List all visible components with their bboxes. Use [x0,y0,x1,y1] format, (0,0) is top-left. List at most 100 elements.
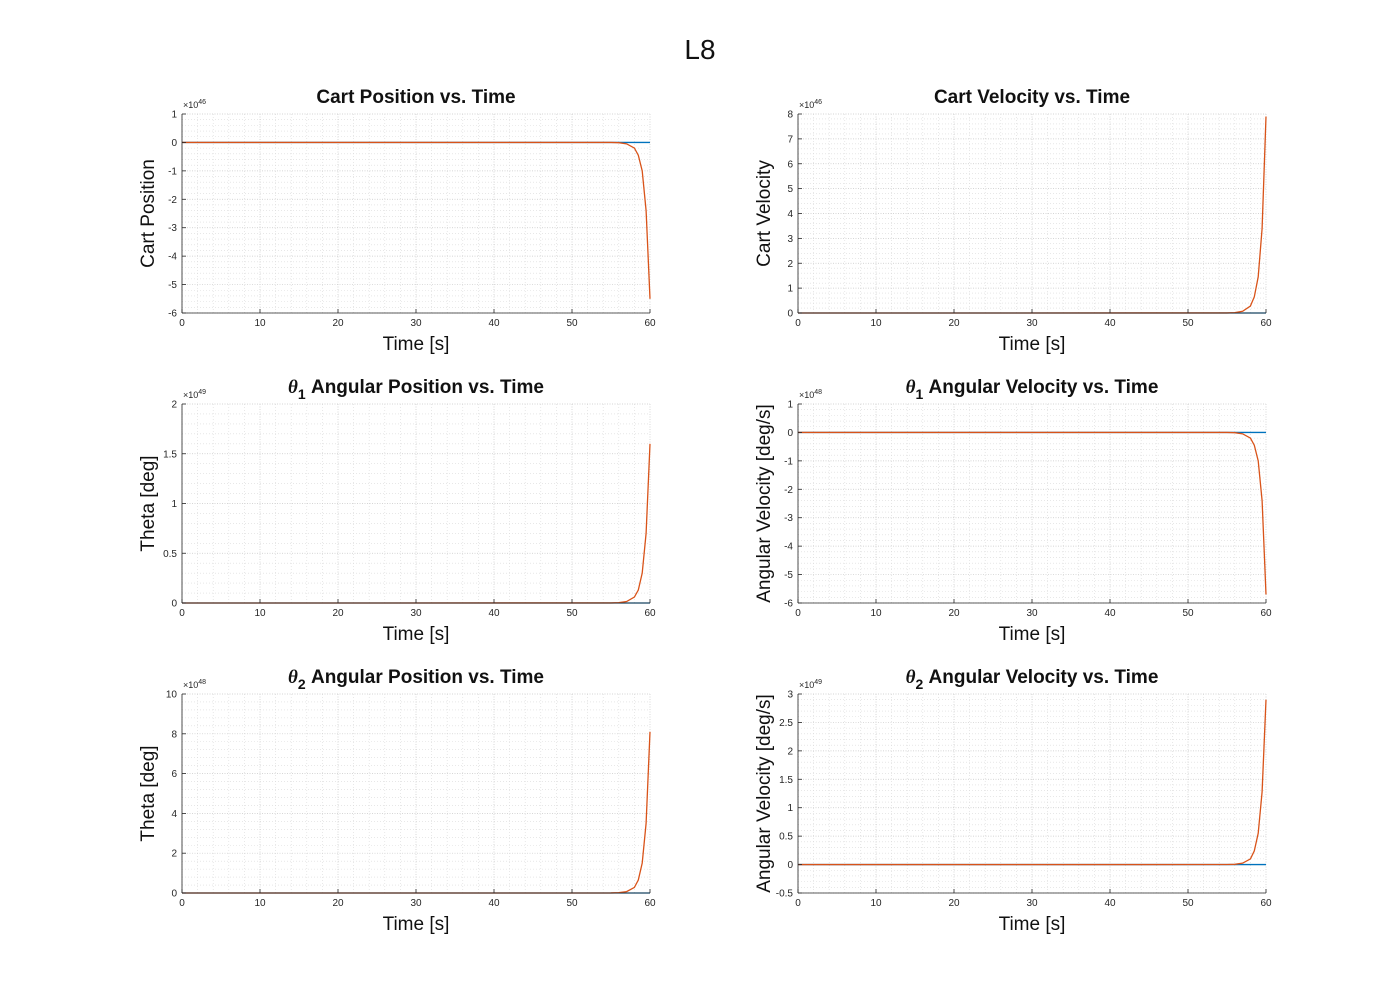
y-tick-label: -3 [168,223,177,234]
y-tick-label: 1.5 [779,775,793,786]
x-tick-label: 0 [179,898,185,909]
x-tick-label: 50 [1182,898,1194,909]
y-exponent-label: ×1049 [183,389,206,400]
y-tick-label: 0.5 [163,549,177,560]
figure-title: L8 [684,34,716,65]
y-tick-label: 8 [171,729,177,740]
minor-grid [798,694,1266,893]
subplot-title: θ1 Angular Position vs. Time [288,377,544,402]
y-exponent-label: ×1048 [799,389,822,400]
y-tick-label: 0 [171,599,177,610]
x-axis-label: Time [s] [383,334,450,355]
x-tick-label: 10 [254,898,266,909]
x-axis-label: Time [s] [999,334,1066,355]
y-axis-label: Cart Position [138,159,159,268]
y-tick-label: 4 [787,209,793,220]
y-tick-label: -2 [168,195,177,206]
y-tick-label: 2 [787,259,793,270]
x-tick-label: 30 [410,898,422,909]
y-tick-label: 0 [787,309,793,320]
y-tick-label: 0 [787,860,793,871]
y-tick-label: 2 [787,746,793,757]
y-axis-label: Angular Velocity [deg/s] [754,404,775,603]
y-tick-label: 1 [787,400,793,411]
x-tick-label: 60 [644,898,656,909]
y-tick-label: -3 [784,513,793,524]
y-axis-label: Cart Velocity [754,160,775,267]
major-grid [797,403,1267,604]
x-tick-label: 30 [1026,898,1038,909]
y-tick-label: 5 [787,184,793,195]
y-tick-label: -6 [784,599,793,610]
y-exponent-label: ×1046 [799,99,822,110]
x-tick-label: 50 [1182,608,1194,619]
y-tick-label: 1 [787,284,793,295]
y-tick-label: 3 [787,690,793,701]
y-tick-label: 0 [171,138,177,149]
y-tick-label: 2 [171,849,177,860]
x-tick-label: 20 [332,318,344,329]
x-tick-label: 10 [870,898,882,909]
y-exponent-label: ×1049 [799,679,822,690]
y-tick-label: 1 [787,803,793,814]
x-tick-label: 40 [1104,318,1116,329]
minor-grid [182,694,650,893]
y-tick-label: -0.5 [776,889,794,900]
x-tick-label: 50 [566,898,578,909]
x-tick-label: 10 [254,608,266,619]
y-tick-label: 8 [787,110,793,121]
y-exponent-label: ×1046 [183,99,206,110]
x-tick-label: 20 [948,898,960,909]
y-tick-label: 6 [787,159,793,170]
subplot-title: θ1 Angular Velocity vs. Time [906,377,1159,402]
series-line-2 [797,699,1267,866]
y-tick-label: 0.5 [779,832,793,843]
x-tick-label: 30 [410,318,422,329]
y-tick-label: -5 [168,280,177,291]
y-tick-label: 1 [171,499,177,510]
subplot-title: Cart Position vs. Time [316,87,515,108]
y-tick-label: -6 [168,309,177,320]
x-tick-label: 20 [948,318,960,329]
x-tick-label: 0 [795,608,801,619]
x-tick-label: 20 [948,608,960,619]
minor-grid [182,404,650,603]
y-tick-label: 3 [787,234,793,245]
x-tick-label: 40 [1104,898,1116,909]
subplot-3: 0 10 20 30 40 50 60 2 1.5 1 0.5 0 ×1049 θ1 Angular Po… [138,377,656,645]
x-axis-label: Time [s] [383,624,450,645]
x-tick-label: 0 [795,318,801,329]
x-tick-label: 60 [644,318,656,329]
y-tick-label: 0 [787,428,793,439]
y-tick-label: 7 [787,134,793,145]
x-tick-label: 40 [488,608,500,619]
minor-grid [798,404,1266,603]
minor-grid [182,114,650,313]
y-exponent-label: ×1048 [183,679,206,690]
x-tick-label: 40 [1104,608,1116,619]
y-tick-label: 10 [166,690,178,701]
y-tick-label: -2 [784,485,793,496]
y-axis-label: Theta [deg] [138,455,159,551]
x-tick-label: 40 [488,898,500,909]
x-tick-label: 20 [332,898,344,909]
y-axis-label: Angular Velocity [deg/s] [754,694,775,893]
y-tick-label: 1.5 [163,449,177,460]
x-tick-label: 60 [1260,318,1272,329]
x-tick-label: 10 [870,318,882,329]
y-tick-label: -1 [168,166,177,177]
series-line-2 [181,141,651,299]
x-axis-label: Time [s] [999,914,1066,935]
x-tick-label: 50 [1182,318,1194,329]
x-tick-label: 40 [488,318,500,329]
series-line-2 [797,431,1267,595]
subplot-title: θ2 Angular Velocity vs. Time [906,667,1159,692]
x-tick-label: 30 [1026,608,1038,619]
x-tick-label: 50 [566,608,578,619]
x-tick-label: 30 [1026,318,1038,329]
